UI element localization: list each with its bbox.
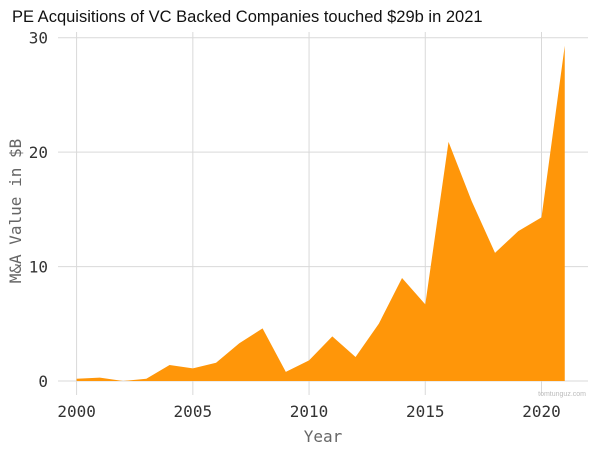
- x-axis-label: Year: [304, 427, 343, 446]
- area-series: [76, 45, 565, 382]
- y-tick-label: 0: [38, 372, 48, 391]
- y-tick-label: 30: [29, 29, 48, 48]
- x-tick-label: 2010: [290, 402, 329, 421]
- x-tick-label: 2015: [406, 402, 445, 421]
- y-axis-label: M&A Value in $B: [6, 139, 25, 284]
- x-tick-label: 2000: [57, 402, 96, 421]
- y-tick-label: 20: [29, 143, 48, 162]
- watermark: tomtunguz.com: [538, 391, 586, 398]
- y-axis-ticks: 0 10 20 30: [29, 29, 48, 391]
- x-axis-ticks: 2000 2005 2010 2015 2020: [57, 402, 560, 421]
- y-tick-label: 10: [29, 258, 48, 277]
- chart-title: PE Acquisitions of VC Backed Companies t…: [12, 8, 483, 26]
- grid: [58, 32, 588, 395]
- x-tick-label: 2020: [522, 402, 561, 421]
- x-tick-label: 2005: [174, 402, 213, 421]
